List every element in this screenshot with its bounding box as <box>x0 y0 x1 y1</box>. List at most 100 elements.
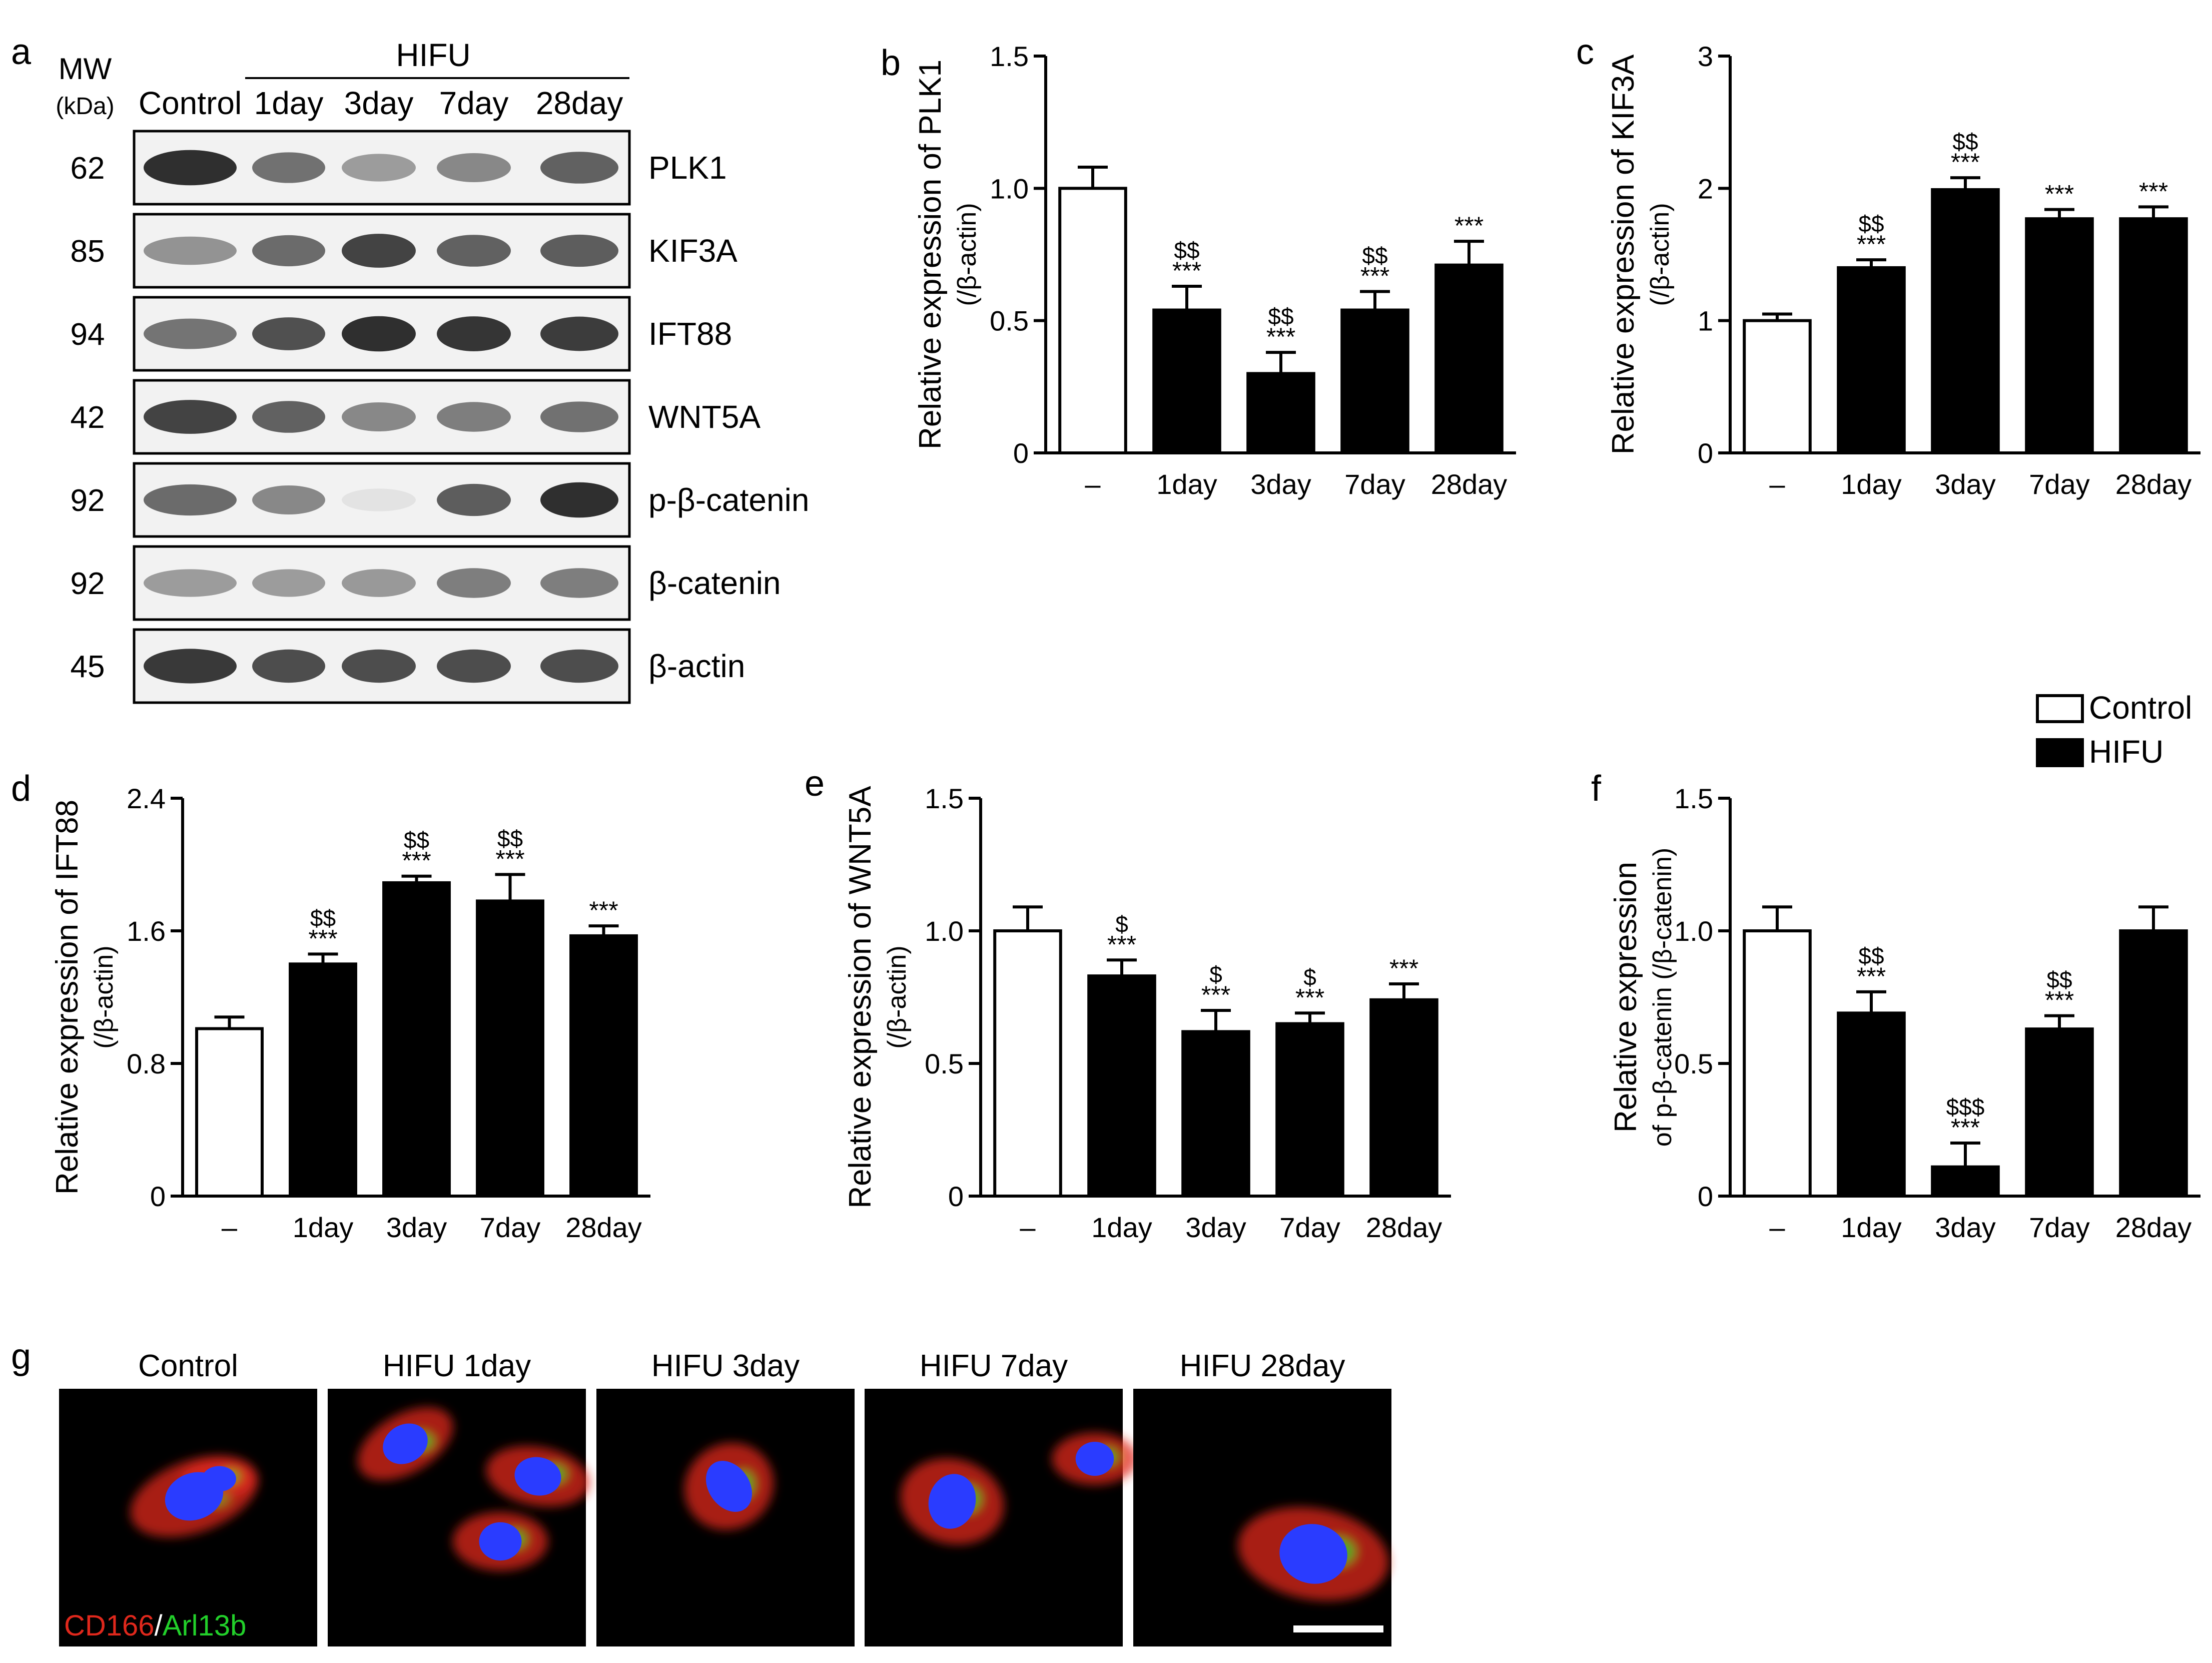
y-axis-label: Relative expression of PLK1 <box>913 60 948 449</box>
bar <box>1087 974 1156 1198</box>
blot-band <box>540 649 618 683</box>
x-tick-label: 28day <box>565 1212 642 1243</box>
blot-protein-label: β-actin <box>648 648 745 684</box>
significance-stars: *** <box>2045 986 2074 1014</box>
blot-band <box>540 568 618 598</box>
bar <box>1058 187 1127 455</box>
y-tick-label: 1.0 <box>990 173 1029 204</box>
stain-red-label: CD166 <box>64 1609 155 1642</box>
blot-band <box>144 236 237 265</box>
y-axis-label: Relative expression <box>1609 862 1643 1133</box>
significance-stars: *** <box>2139 177 2168 205</box>
significance-dollar: $$ <box>1174 237 1199 263</box>
x-tick-label: – <box>1769 1212 1785 1243</box>
significance-stars: *** <box>402 847 431 875</box>
significance-dollar: $ <box>1303 964 1316 990</box>
bar <box>1743 929 1812 1198</box>
x-tick-label: 3day <box>1935 468 1995 500</box>
panel-letter-e: e <box>805 764 825 804</box>
bar <box>569 934 638 1198</box>
y-tick-label: 0 <box>948 1181 964 1212</box>
bar <box>1246 372 1315 455</box>
significance-dollar: $$ <box>1952 129 1978 155</box>
nucleus <box>705 1461 753 1512</box>
y-tick-label: 1.5 <box>925 783 964 814</box>
y-axis-label-secondary: (/β-actin) <box>90 945 119 1048</box>
micrograph-image <box>328 1389 586 1646</box>
bar <box>1275 1022 1344 1198</box>
y-axis-label-secondary: (/β-actin) <box>1646 203 1675 306</box>
x-tick-label: 7day <box>1279 1212 1340 1243</box>
blot-lane-label: 28day <box>536 85 623 121</box>
significance-dollar: $$ <box>2046 967 2072 993</box>
y-axis-label-secondary: of p-β-catenin (/β-catenin) <box>1648 848 1677 1147</box>
x-tick-label: 28day <box>1366 1212 1442 1243</box>
blot-mw-value: 92 <box>71 483 105 518</box>
significance-dollar: $$ <box>497 825 523 851</box>
nucleus <box>202 1466 236 1492</box>
bar-chart-f: 0 0.5 1.0 1.5 Relative expression of p-β-cate… <box>1609 783 2200 1243</box>
bar <box>1837 1011 1906 1198</box>
y-axis-label: Relative expression of IFT88 <box>50 800 85 1195</box>
y-tick-label: 2 <box>1698 173 1713 204</box>
blot-row: 62 PLK1 <box>71 130 727 206</box>
micrograph: HIFU 3day <box>596 1349 855 1646</box>
bar <box>1340 308 1409 455</box>
panel-letter-b: b <box>881 43 901 83</box>
blot-band <box>252 569 325 597</box>
significance-dollar: $$ <box>310 905 336 931</box>
bar <box>993 929 1062 1198</box>
blot-band <box>144 318 237 349</box>
significance-stars: *** <box>1857 962 1886 990</box>
hifu-group-label: HIFU <box>396 37 470 73</box>
nucleus <box>514 1457 561 1496</box>
blot-protein-label: p-β-catenin <box>648 482 809 518</box>
significance-dollar: $$ <box>1858 943 1884 969</box>
blot-band <box>144 569 237 597</box>
micrograph-title: HIFU 1day <box>383 1349 531 1383</box>
x-tick-label: 3day <box>1935 1212 1995 1243</box>
y-tick-label: 0 <box>150 1181 166 1212</box>
bar <box>2025 217 2094 454</box>
blot-band <box>144 484 237 516</box>
mw-unit: (kDa) <box>56 93 114 120</box>
blot-mw-value: 45 <box>71 650 105 684</box>
y-axis-label: Relative expression of KIF3A <box>1606 54 1641 454</box>
x-tick-label: 1day <box>1091 1212 1152 1243</box>
micrograph-title: HIFU 28day <box>1180 1349 1345 1383</box>
blot-band <box>540 316 618 351</box>
x-tick-label: 28day <box>2115 468 2192 500</box>
significance-stars: *** <box>308 924 337 952</box>
significance-stars: *** <box>1201 981 1230 1009</box>
y-tick-label: 0.5 <box>990 305 1029 337</box>
blot-band <box>144 150 237 186</box>
blot-band <box>437 402 511 432</box>
x-tick-label: – <box>222 1212 238 1243</box>
bar <box>1369 998 1438 1198</box>
x-tick-label: 1day <box>1841 468 1901 500</box>
micrograph: HIFU 7day <box>865 1349 1138 1646</box>
blot-lane-label: Control <box>139 85 242 121</box>
x-tick-label: – <box>1769 468 1785 500</box>
bar <box>289 962 357 1198</box>
significance-stars: *** <box>1951 1114 1980 1142</box>
bar <box>476 899 544 1198</box>
significance-stars: *** <box>1951 148 1980 176</box>
blot-protein-label: β-catenin <box>648 565 781 601</box>
mw-header: MW <box>59 52 112 86</box>
x-tick-label: 1day <box>1156 468 1217 500</box>
y-tick-label: 1 <box>1698 305 1713 337</box>
significance-stars: *** <box>1172 257 1201 285</box>
panel-letter-g: g <box>11 1337 31 1377</box>
blot-protein-label: KIF3A <box>648 233 738 269</box>
x-tick-label: – <box>1085 468 1101 500</box>
blot-band <box>437 235 511 267</box>
panel-letter-f: f <box>1591 769 1602 809</box>
blot-band <box>252 649 325 683</box>
panel-letter-c: c <box>1576 32 1594 72</box>
micrograph: HIFU 28day <box>1133 1349 1391 1646</box>
nucleus <box>928 1474 976 1529</box>
blot-protein-label: PLK1 <box>648 150 727 186</box>
blot-band <box>144 649 237 684</box>
blot-mw-value: 42 <box>71 400 105 435</box>
